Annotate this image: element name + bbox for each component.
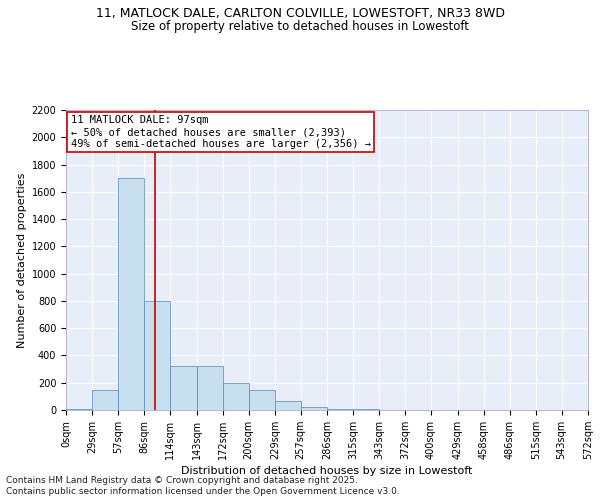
Bar	[275, 401, 301, 410]
Bar	[248, 390, 275, 410]
Bar	[118, 178, 145, 410]
Bar	[197, 366, 223, 410]
Bar	[170, 366, 197, 410]
Bar	[145, 301, 170, 410]
X-axis label: Distribution of detached houses by size in Lowestoft: Distribution of detached houses by size …	[181, 466, 473, 476]
Text: Contains public sector information licensed under the Open Government Licence v3: Contains public sector information licen…	[6, 487, 400, 496]
Text: 11 MATLOCK DALE: 97sqm
← 50% of detached houses are smaller (2,393)
49% of semi-: 11 MATLOCK DALE: 97sqm ← 50% of detached…	[71, 116, 371, 148]
Text: Size of property relative to detached houses in Lowestoft: Size of property relative to detached ho…	[131, 20, 469, 33]
Text: 11, MATLOCK DALE, CARLTON COLVILLE, LOWESTOFT, NR33 8WD: 11, MATLOCK DALE, CARLTON COLVILLE, LOWE…	[95, 8, 505, 20]
Y-axis label: Number of detached properties: Number of detached properties	[17, 172, 28, 348]
Text: Contains HM Land Registry data © Crown copyright and database right 2025.: Contains HM Land Registry data © Crown c…	[6, 476, 358, 485]
Bar	[92, 390, 118, 410]
Bar	[301, 406, 327, 410]
Bar	[327, 408, 353, 410]
Bar	[223, 382, 248, 410]
